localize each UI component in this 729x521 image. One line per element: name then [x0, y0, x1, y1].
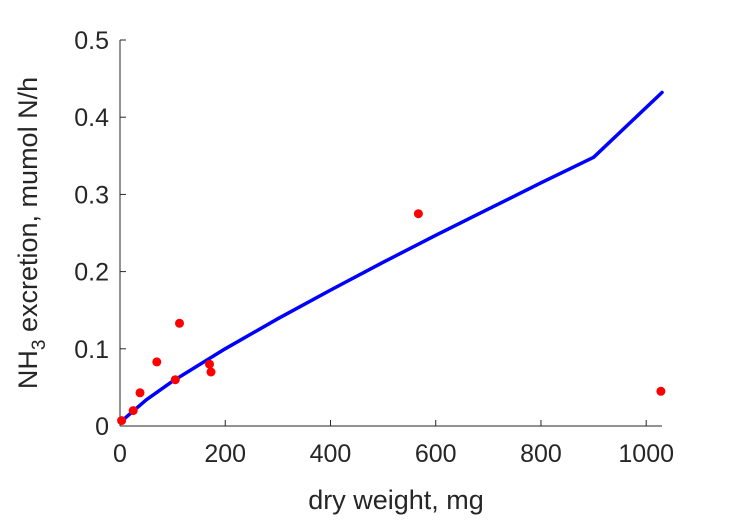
data-point	[205, 359, 214, 369]
y-axis-label-subscript: 3	[29, 340, 50, 351]
y-axis-label-base: NH	[13, 350, 43, 389]
data-point	[170, 375, 180, 385]
plot-area	[117, 90, 666, 426]
x-axis: 0 200 400 600 800 1000	[113, 420, 674, 468]
data-point	[175, 318, 184, 328]
x-tick-label: 400	[310, 440, 352, 468]
x-tick-label: 1000	[618, 440, 674, 468]
data-point	[128, 406, 138, 416]
data-point	[135, 388, 145, 398]
y-tick-label: 0	[95, 413, 109, 441]
x-tick-label: 800	[520, 440, 562, 468]
x-tick-label: 600	[415, 440, 457, 468]
data-point	[656, 386, 666, 396]
y-axis: 0 0.1 0.2 0.3 0.4 0.5	[74, 27, 126, 441]
y-tick-label: 0.4	[74, 104, 109, 132]
x-tick-label: 200	[204, 440, 246, 468]
fit-line	[119, 90, 664, 425]
data-point	[152, 357, 162, 367]
y-tick-label: 0.2	[74, 259, 109, 287]
data-point	[206, 367, 216, 377]
y-tick-label: 0.1	[74, 336, 109, 364]
y-axis-label-rest: excretion, mumol N/h	[13, 77, 43, 340]
y-tick-label: 0.3	[74, 181, 109, 209]
y-axis-label: NH3 excretion, mumol N/h	[13, 77, 50, 389]
x-tick-label: 0	[113, 440, 127, 468]
data-point	[413, 209, 423, 219]
data-point	[117, 416, 127, 426]
y-tick-label: 0.5	[74, 27, 109, 55]
x-axis-label: dry weight, mg	[308, 485, 484, 515]
